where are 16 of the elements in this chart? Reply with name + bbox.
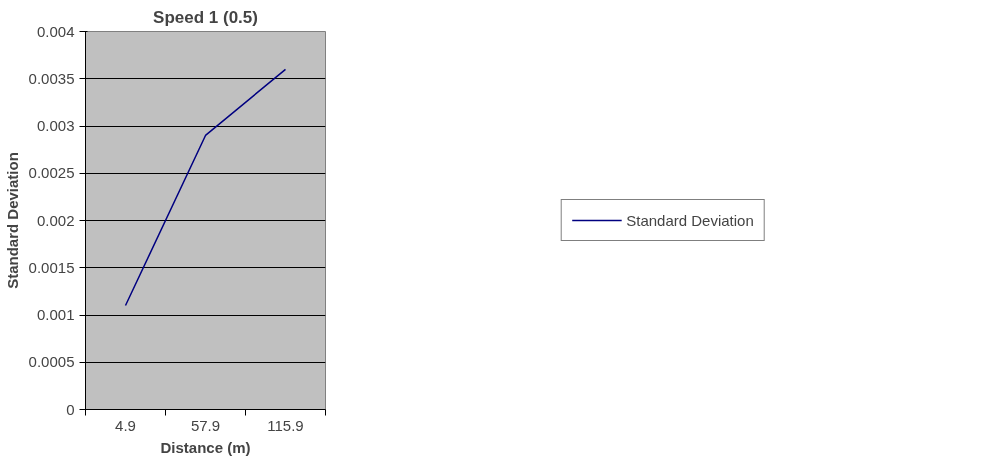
x-tick-label: 57.9 bbox=[190, 416, 221, 434]
x-tick-label: 115.9 bbox=[267, 416, 304, 434]
chart-title: Speed 1 (0.5) bbox=[153, 7, 258, 27]
legend-label: Standard Deviation bbox=[626, 211, 754, 229]
x-tick-label: 4.9 bbox=[115, 416, 136, 434]
x-axis-title: Distance (m) bbox=[160, 438, 251, 456]
y-tick-label: 0.0005 bbox=[28, 353, 75, 371]
y-tick-label: 0.001 bbox=[36, 306, 75, 323]
y-tick-label: 0.0015 bbox=[28, 258, 75, 276]
y-tick-label: 0.002 bbox=[36, 211, 75, 229]
y-tick-label: 0 bbox=[66, 400, 75, 418]
y-tick-label: 0.004 bbox=[36, 22, 75, 40]
y-tick-label: 0.0035 bbox=[28, 69, 75, 87]
y-tick-label: 0.003 bbox=[36, 117, 75, 134]
y-axis-title: Standard Deviation bbox=[3, 152, 21, 289]
y-tick-label: 0.0025 bbox=[28, 164, 75, 182]
